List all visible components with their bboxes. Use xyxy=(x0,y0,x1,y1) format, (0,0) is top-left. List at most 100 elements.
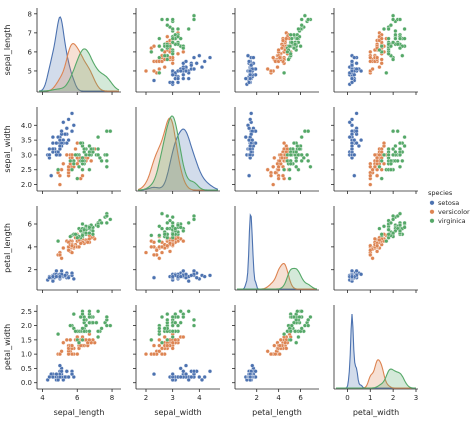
point-virginica-petal_width-vs-petal_length xyxy=(293,329,298,334)
point-versicolor-sepal_width-vs-petal_width xyxy=(379,167,384,172)
point-versicolor-petal_width-vs-petal_length xyxy=(277,352,282,357)
legend-label-versicolor: versicolor xyxy=(438,208,470,216)
point-virginica-petal_length-vs-sepal_length xyxy=(80,233,85,238)
y-axis-title-sepal_length: sepal_length xyxy=(3,25,12,76)
point-virginica-petal_length-vs-sepal_width xyxy=(165,226,170,231)
point-versicolor-petal_length-vs-petal_width xyxy=(375,243,380,248)
point-setosa-sepal_width-vs-sepal_length xyxy=(63,132,68,137)
point-setosa-sepal_length-vs-sepal_width xyxy=(181,76,186,81)
point-virginica-sepal_length-vs-petal_length xyxy=(282,70,287,75)
point-versicolor-sepal_length-vs-petal_width xyxy=(377,65,382,70)
point-virginica-petal_width-vs-sepal_width xyxy=(178,320,183,325)
point-setosa-petal_width-vs-petal_length xyxy=(253,369,258,374)
point-virginica-sepal_width-vs-petal_width xyxy=(397,146,403,152)
point-virginica-sepal_width-vs-petal_length xyxy=(287,176,292,181)
y-tick-label-sepal_width: 4.0 xyxy=(21,122,32,130)
point-setosa-sepal_length-vs-sepal_width xyxy=(175,76,181,81)
point-setosa-petal_length-vs-sepal_width xyxy=(194,275,199,280)
legend-marker-virginica xyxy=(429,218,435,224)
point-setosa-sepal_width-vs-sepal_length xyxy=(66,117,71,122)
point-setosa-sepal_length-vs-petal_width xyxy=(352,72,357,77)
point-setosa-petal_length-vs-sepal_length xyxy=(63,273,68,278)
point-virginica-sepal_width-vs-sepal_length xyxy=(96,135,101,140)
point-virginica-petal_length-vs-petal_width xyxy=(397,211,403,216)
point-virginica-petal_width-vs-petal_length xyxy=(291,320,297,325)
point-virginica-petal_length-vs-sepal_length xyxy=(96,224,101,229)
point-virginica-petal_width-vs-sepal_width xyxy=(173,320,178,325)
point-setosa-petal_width-vs-sepal_width xyxy=(183,372,189,377)
point-versicolor-sepal_width-vs-petal_width xyxy=(375,158,380,163)
point-virginica-sepal_width-vs-petal_length xyxy=(308,164,313,169)
point-virginica-petal_width-vs-sepal_length xyxy=(104,314,109,320)
point-versicolor-sepal_width-vs-sepal_length xyxy=(64,152,69,157)
point-versicolor-petal_width-vs-petal_length xyxy=(277,343,282,348)
legend-title: species xyxy=(428,189,453,197)
point-setosa-petal_length-vs-sepal_width xyxy=(202,274,207,279)
point-virginica-sepal_width-vs-petal_width xyxy=(402,135,407,140)
point-virginica-sepal_width-vs-petal_width xyxy=(391,129,396,134)
point-versicolor-sepal_width-vs-sepal_length xyxy=(57,173,62,178)
point-setosa-sepal_length-vs-petal_length xyxy=(247,59,252,64)
kde-fill-versicolor-petal_length xyxy=(237,263,317,289)
x-tick-label-sepal_width: 4 xyxy=(197,394,202,402)
point-versicolor-sepal_width-vs-petal_length xyxy=(265,167,270,172)
point-virginica-sepal_width-vs-petal_length xyxy=(306,158,311,163)
y-tick-label-petal_width: 0.0 xyxy=(21,379,32,387)
point-virginica-sepal_width-vs-petal_width xyxy=(386,152,391,157)
point-virginica-sepal_length-vs-petal_width xyxy=(381,26,387,32)
point-virginica-petal_length-vs-sepal_width xyxy=(170,232,175,237)
point-versicolor-sepal_width-vs-petal_width xyxy=(375,167,380,172)
point-virginica-sepal_width-vs-petal_width xyxy=(395,129,400,134)
x-tick-label-petal_length: 2 xyxy=(254,394,258,402)
point-versicolor-petal_width-vs-sepal_width xyxy=(181,334,186,340)
point-virginica-petal_width-vs-sepal_length xyxy=(68,323,73,328)
point-virginica-petal_length-vs-petal_width xyxy=(391,231,396,236)
point-virginica-sepal_width-vs-petal_length xyxy=(302,129,307,134)
point-versicolor-sepal_width-vs-petal_length xyxy=(282,141,287,146)
point-setosa-petal_width-vs-petal_length xyxy=(250,363,255,368)
point-virginica-petal_length-vs-sepal_width xyxy=(149,233,154,238)
y-tick-label-sepal_width: 2.5 xyxy=(21,166,32,174)
kde-fill-versicolor-sepal_length xyxy=(39,43,119,91)
point-setosa-sepal_length-vs-petal_length xyxy=(248,72,253,77)
point-virginica-sepal_length-vs-petal_length xyxy=(288,51,293,56)
point-virginica-sepal_length-vs-sepal_width xyxy=(159,47,165,53)
point-setosa-sepal_width-vs-petal_width xyxy=(352,138,357,143)
point-virginica-sepal_width-vs-petal_length xyxy=(294,158,299,163)
point-setosa-petal_width-vs-sepal_width xyxy=(199,377,205,382)
point-versicolor-petal_length-vs-petal_width xyxy=(377,237,382,243)
point-virginica-sepal_length-vs-petal_length xyxy=(302,13,307,18)
point-virginica-petal_width-vs-sepal_length xyxy=(83,323,89,328)
y-tick-label-petal_length: 4 xyxy=(28,243,33,251)
point-setosa-sepal_length-vs-sepal_width xyxy=(183,59,189,64)
point-virginica-sepal_width-vs-sepal_length xyxy=(104,129,109,134)
point-virginica-sepal_width-vs-sepal_length xyxy=(99,158,104,163)
point-setosa-sepal_length-vs-sepal_width xyxy=(186,76,191,81)
point-versicolor-sepal_width-vs-petal_width xyxy=(372,164,377,169)
kde-fill-virginica-sepal_length xyxy=(39,48,119,91)
point-setosa-sepal_width-vs-petal_length xyxy=(247,126,252,131)
point-versicolor-petal_width-vs-sepal_width xyxy=(173,337,178,342)
point-versicolor-sepal_length-vs-sepal_width xyxy=(157,66,162,72)
point-versicolor-petal_width-vs-sepal_width xyxy=(159,346,165,351)
point-setosa-sepal_width-vs-sepal_length xyxy=(54,141,59,146)
point-virginica-sepal_length-vs-petal_width xyxy=(386,36,391,41)
point-versicolor-petal_width-vs-petal_length xyxy=(283,340,288,345)
point-virginica-sepal_length-vs-sepal_width xyxy=(181,46,186,51)
point-setosa-petal_width-vs-sepal_width xyxy=(207,369,213,374)
point-versicolor-petal_length-vs-sepal_width xyxy=(154,248,159,253)
point-versicolor-petal_width-vs-sepal_length xyxy=(75,352,80,357)
point-versicolor-sepal_width-vs-petal_width xyxy=(377,152,382,157)
point-setosa-sepal_length-vs-sepal_width xyxy=(181,72,186,77)
point-versicolor-sepal_length-vs-petal_length xyxy=(276,47,281,53)
point-virginica-sepal_width-vs-petal_width xyxy=(391,146,396,152)
point-virginica-sepal_width-vs-sepal_length xyxy=(78,141,83,146)
point-setosa-petal_length-vs-sepal_length xyxy=(71,276,76,281)
point-virginica-petal_width-vs-sepal_width xyxy=(162,326,167,331)
x-axis-title-petal_length: petal_length xyxy=(252,408,302,417)
point-virginica-sepal_width-vs-petal_length xyxy=(299,135,304,140)
point-virginica-sepal_width-vs-sepal_length xyxy=(76,164,82,169)
point-virginica-sepal_width-vs-petal_width xyxy=(397,141,403,146)
point-setosa-petal_width-vs-sepal_width xyxy=(151,372,157,377)
